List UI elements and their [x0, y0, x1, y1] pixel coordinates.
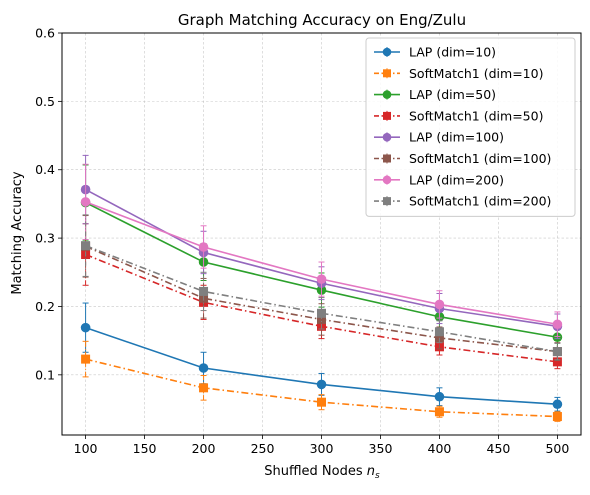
data-point	[552, 347, 562, 357]
series-layer	[80, 154, 563, 422]
x-tick-label: 350	[369, 441, 393, 456]
data-point	[80, 197, 91, 207]
legend-marker	[382, 47, 392, 57]
legend-label: LAP (dim=200)	[409, 172, 504, 187]
legend: LAP (dim=10) SoftMatch1 (dim=10) LAP (dim=…	[365, 37, 576, 217]
x-axis-label-subscript: s	[375, 471, 380, 481]
legend-frame	[365, 37, 576, 217]
data-point	[552, 319, 563, 330]
x-tick-label: 150	[133, 441, 157, 456]
y-axis-label: Matching Accuracy	[10, 171, 25, 295]
x-tick-label: 300	[310, 441, 334, 456]
data-point	[317, 397, 326, 407]
legend-label: SoftMatch1 (dim=200)	[409, 194, 551, 209]
data-point	[552, 399, 563, 410]
legend-item: LAP (dim=200)	[374, 172, 504, 187]
series-softmatch1-dim-200	[81, 214, 562, 361]
x-axis-label-text: Shuffled Nodes	[264, 464, 363, 479]
y-tick-label: 0.4	[35, 162, 55, 177]
data-point	[316, 379, 327, 390]
legend-label: SoftMatch1 (dim=50)	[409, 108, 543, 123]
x-axis-label: Shuffled Nodes ns	[264, 464, 380, 481]
data-point	[81, 354, 91, 364]
data-point	[316, 274, 327, 284]
data-point	[317, 314, 326, 324]
y-tick-label: 0.3	[35, 231, 55, 246]
data-point	[434, 391, 445, 402]
series-line	[85, 358, 558, 418]
legend-item: LAP (dim=50)	[374, 87, 496, 102]
legend-label: LAP (dim=10)	[409, 45, 496, 60]
legend-marker	[382, 132, 392, 142]
x-tick-label: 400	[428, 441, 452, 456]
legend-marker	[383, 111, 391, 120]
y-tick-label: 0.2	[35, 299, 55, 314]
x-tick-label: 500	[545, 441, 569, 456]
series-softmatch1-dim-10	[81, 340, 562, 422]
x-tick-label: 450	[487, 441, 511, 456]
legend-marker	[382, 90, 392, 99]
legend-item: SoftMatch1 (dim=50)	[374, 108, 543, 123]
series-lap-dim-200	[80, 163, 563, 338]
legend-marker	[383, 197, 391, 206]
legend-item: SoftMatch1 (dim=200)	[374, 194, 551, 209]
data-point	[317, 308, 326, 318]
legend-item: LAP (dim=10)	[374, 45, 496, 60]
data-point	[552, 357, 562, 367]
legend-marker	[382, 175, 392, 185]
data-point	[80, 322, 91, 333]
data-point	[198, 363, 209, 373]
legend-item: LAP (dim=100)	[374, 130, 504, 145]
tick-layer: 100 150 200 250 300 350 400 450 500 0.1 0.2 0.3 0.4 0…	[35, 26, 569, 457]
chart-title: Graph Matching Accuracy on Eng/Zulu	[178, 11, 466, 29]
data-point	[434, 407, 444, 417]
legend-label: SoftMatch1 (dim=10)	[409, 66, 543, 81]
legend-label: LAP (dim=100)	[409, 130, 504, 145]
legend-marker	[383, 69, 391, 78]
x-tick-label: 100	[74, 441, 98, 456]
legend-marker	[383, 154, 391, 163]
data-point	[434, 299, 445, 310]
x-tick-label: 250	[251, 441, 275, 456]
legend-item: SoftMatch1 (dim=10)	[374, 66, 543, 81]
data-point	[199, 383, 209, 393]
x-axis-label-math: n	[367, 464, 375, 479]
data-point	[552, 412, 562, 422]
legend-label: SoftMatch1 (dim=100)	[409, 151, 551, 166]
y-tick-label: 0.6	[35, 26, 55, 41]
x-tick-label: 200	[192, 441, 216, 456]
legend-label: LAP (dim=50)	[409, 87, 496, 102]
data-point	[199, 286, 209, 296]
y-tick-label: 0.5	[35, 94, 55, 109]
data-point	[81, 241, 91, 251]
legend-item: SoftMatch1 (dim=100)	[374, 151, 551, 166]
data-point	[434, 327, 444, 337]
data-point	[198, 242, 209, 252]
y-tick-label: 0.1	[35, 367, 55, 382]
